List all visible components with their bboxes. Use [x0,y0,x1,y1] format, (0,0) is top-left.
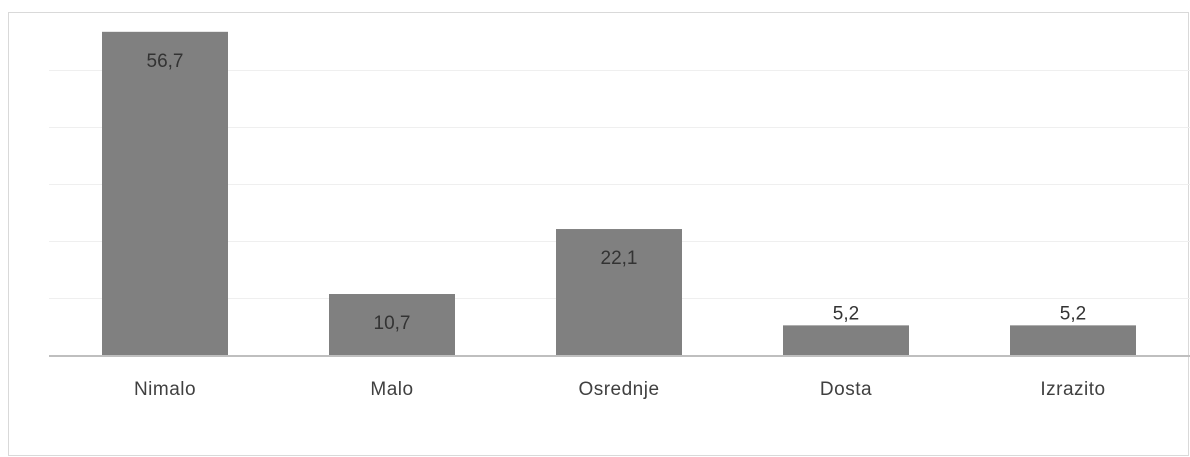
bar-chart: 56,7 10,7 22,1 5,2 5,2 Nimalo Malo Osrednje Dos… [49,31,1190,400]
bar-malo[interactable] [329,294,455,355]
bar-dosta[interactable] [783,325,909,355]
bar-nimalo[interactable] [102,31,228,356]
data-labels: 56,7 10,7 22,1 5,2 5,2 [147,51,1087,334]
bar-izrazito[interactable] [1010,325,1136,355]
x-tick-label-nimalo: Nimalo [134,379,196,400]
x-tick-label-malo: Malo [370,379,413,400]
data-label-dosta: 5,2 [833,303,859,324]
data-label-izrazito: 5,2 [1060,303,1086,324]
bars [102,31,1136,356]
gridlines [49,70,1190,299]
data-label-malo: 10,7 [374,313,411,334]
x-tick-labels: Nimalo Malo Osrednje Dosta Izrazito [134,379,1105,400]
x-tick-label-dosta: Dosta [820,379,872,400]
chart-frame: 56,7 10,7 22,1 5,2 5,2 Nimalo Malo Osrednje Dos… [8,12,1190,456]
bar-osrednje[interactable] [556,229,682,355]
x-tick-label-izrazito: Izrazito [1040,379,1105,400]
x-tick-label-osrednje: Osrednje [578,379,659,400]
data-label-nimalo: 56,7 [147,51,184,72]
data-label-osrednje: 22,1 [601,248,638,269]
